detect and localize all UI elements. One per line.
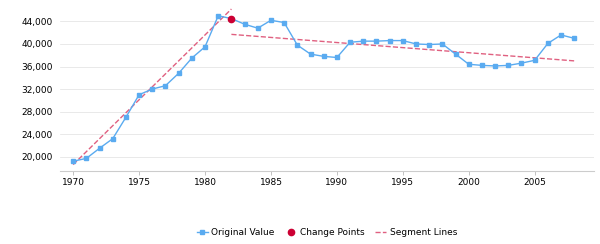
Original Value [452, 53, 459, 56]
Original Value [346, 41, 353, 44]
Original Value [465, 63, 472, 66]
Original Value [320, 55, 328, 58]
Original Value [557, 33, 565, 36]
Original Value [202, 45, 209, 48]
Original Value [122, 116, 130, 119]
Original Value [571, 37, 578, 40]
Original Value [491, 64, 499, 67]
Original Value [544, 42, 551, 45]
Original Value [359, 40, 367, 43]
Original Value [531, 59, 538, 62]
Original Value [228, 17, 235, 20]
Original Value [268, 19, 275, 22]
Original Value [399, 39, 406, 42]
Original Value [96, 147, 103, 150]
Original Value [294, 44, 301, 47]
Original Value [478, 64, 485, 67]
Original Value [241, 23, 248, 26]
Original Value [386, 39, 393, 42]
Original Value [412, 42, 419, 45]
Original Value [373, 40, 380, 43]
Line: Original Value: Original Value [71, 14, 576, 163]
Legend: Original Value, Change Points, Segment Lines: Original Value, Change Points, Segment L… [193, 224, 461, 241]
Original Value [425, 43, 433, 46]
Original Value [439, 42, 446, 45]
Original Value [70, 160, 77, 163]
Original Value [109, 137, 116, 140]
Original Value [149, 88, 156, 91]
Original Value [281, 21, 288, 24]
Original Value [175, 72, 182, 75]
Original Value [136, 93, 143, 96]
Original Value [254, 27, 262, 30]
Original Value [518, 62, 525, 65]
Original Value [215, 14, 222, 17]
Original Value [83, 157, 90, 160]
Original Value [188, 57, 196, 60]
Original Value [505, 64, 512, 67]
Original Value [307, 53, 314, 56]
Original Value [333, 56, 340, 59]
Original Value [162, 84, 169, 87]
